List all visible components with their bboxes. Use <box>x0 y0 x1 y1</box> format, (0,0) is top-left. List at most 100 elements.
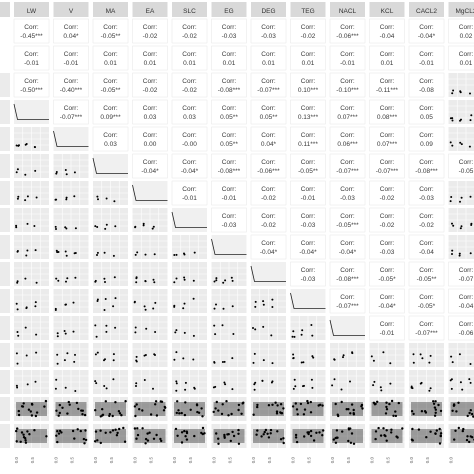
scatter-point <box>302 385 304 388</box>
scatter-point <box>111 414 114 418</box>
scatter-point <box>65 280 67 283</box>
corr-value: -0.05** <box>417 276 437 283</box>
corr-panel <box>211 45 247 71</box>
scatter-point <box>134 226 137 229</box>
corr-label: Corr: <box>301 78 316 85</box>
scatter-point <box>262 303 265 306</box>
scatter-point <box>222 307 225 310</box>
scatter-point <box>64 303 67 306</box>
axis-tick-label: 0.0 <box>251 457 256 464</box>
corr-value: -0.08*** <box>336 276 359 283</box>
scatter-point <box>256 405 259 409</box>
corr-label: Corr: <box>182 105 197 112</box>
scatter-point <box>222 281 225 284</box>
scatter-point <box>133 405 137 408</box>
scatter-point <box>134 414 137 418</box>
axis-tick-label: 0.0 <box>370 457 375 464</box>
scatter-point <box>145 327 148 330</box>
scatter-point <box>25 254 28 257</box>
scatter-point <box>449 200 452 203</box>
corr-label: Corr: <box>459 294 474 301</box>
scatter-points <box>213 324 235 336</box>
scatter-point <box>184 435 187 438</box>
scatter-point <box>215 277 218 280</box>
scatter-point <box>104 431 107 434</box>
scatter-point <box>63 359 66 362</box>
scatter-point <box>112 353 115 356</box>
scatter-points <box>450 353 472 365</box>
scatter-point <box>104 281 106 283</box>
scatter-point <box>282 407 285 410</box>
left-strip-panel <box>0 397 10 421</box>
scatter-point <box>75 401 79 405</box>
scatter-point <box>185 438 189 441</box>
corr-value: -0.01 <box>64 60 79 67</box>
scatter-point <box>112 378 115 381</box>
scatter-point <box>43 405 46 408</box>
scatter-point <box>221 403 224 406</box>
corr-panel <box>171 153 208 179</box>
scatter-point <box>54 198 57 201</box>
corr-label: Corr: <box>24 78 39 85</box>
scatter-point <box>17 144 20 147</box>
scatter-point <box>267 436 271 439</box>
scatter-point <box>105 387 108 390</box>
scatter-point <box>230 412 233 416</box>
scatter-point <box>26 249 29 252</box>
corr-panel <box>290 153 326 179</box>
scatter-point <box>401 427 404 430</box>
corr-panel <box>408 45 445 71</box>
corr-panel <box>408 207 445 233</box>
scatter-point <box>420 410 424 413</box>
scatter-point <box>103 251 106 254</box>
scatter-point <box>175 382 178 385</box>
scatter-points <box>55 276 77 283</box>
scatter-point <box>331 384 334 387</box>
corr-label: Corr: <box>459 159 474 166</box>
scatter-point <box>152 307 155 310</box>
scatter-point <box>96 298 99 301</box>
corr-label: Corr: <box>24 51 39 58</box>
scatter-point <box>93 440 97 443</box>
scatter-point <box>99 441 103 445</box>
scatter-point <box>469 381 472 384</box>
scatter-point <box>468 145 471 148</box>
corr-panel <box>369 45 405 71</box>
corr-panel <box>171 180 208 206</box>
scatter-point <box>223 360 226 363</box>
scatter-point <box>432 402 436 405</box>
corr-panel <box>290 126 326 152</box>
corr-value: -0.50*** <box>20 87 43 94</box>
corr-value: -0.02 <box>261 195 276 202</box>
scatter-point <box>390 431 393 434</box>
scatter-point <box>54 307 57 310</box>
scatter-points <box>173 251 196 256</box>
scatter-point <box>96 254 98 256</box>
scatter-points <box>15 143 36 149</box>
scatter-point <box>101 408 104 411</box>
scatter-point <box>429 387 432 390</box>
corr-value: -0.08*** <box>218 87 241 94</box>
corr-value: -0.03 <box>261 33 276 40</box>
corr-panel <box>92 99 129 125</box>
scatter-point <box>24 439 27 442</box>
scatter-point <box>385 408 389 411</box>
corr-panel <box>250 234 287 260</box>
scatter-point <box>17 413 21 417</box>
scatter-point <box>451 249 454 252</box>
corr-label: Corr: <box>222 78 237 85</box>
scatter-point <box>349 380 351 383</box>
scatter-point <box>180 441 184 444</box>
scatter-point <box>20 431 24 434</box>
scatter-point <box>379 434 383 437</box>
scatter-point <box>439 409 443 413</box>
scatter-points <box>134 251 156 256</box>
scatter-point <box>74 353 76 356</box>
scatter-point <box>35 333 38 336</box>
scatter-point <box>192 358 195 361</box>
corr-value: -0.02 <box>419 222 434 229</box>
scatter-point <box>292 330 295 333</box>
scatter-point <box>33 225 36 227</box>
corr-label: Corr: <box>143 105 158 112</box>
scatter-point <box>54 225 57 228</box>
